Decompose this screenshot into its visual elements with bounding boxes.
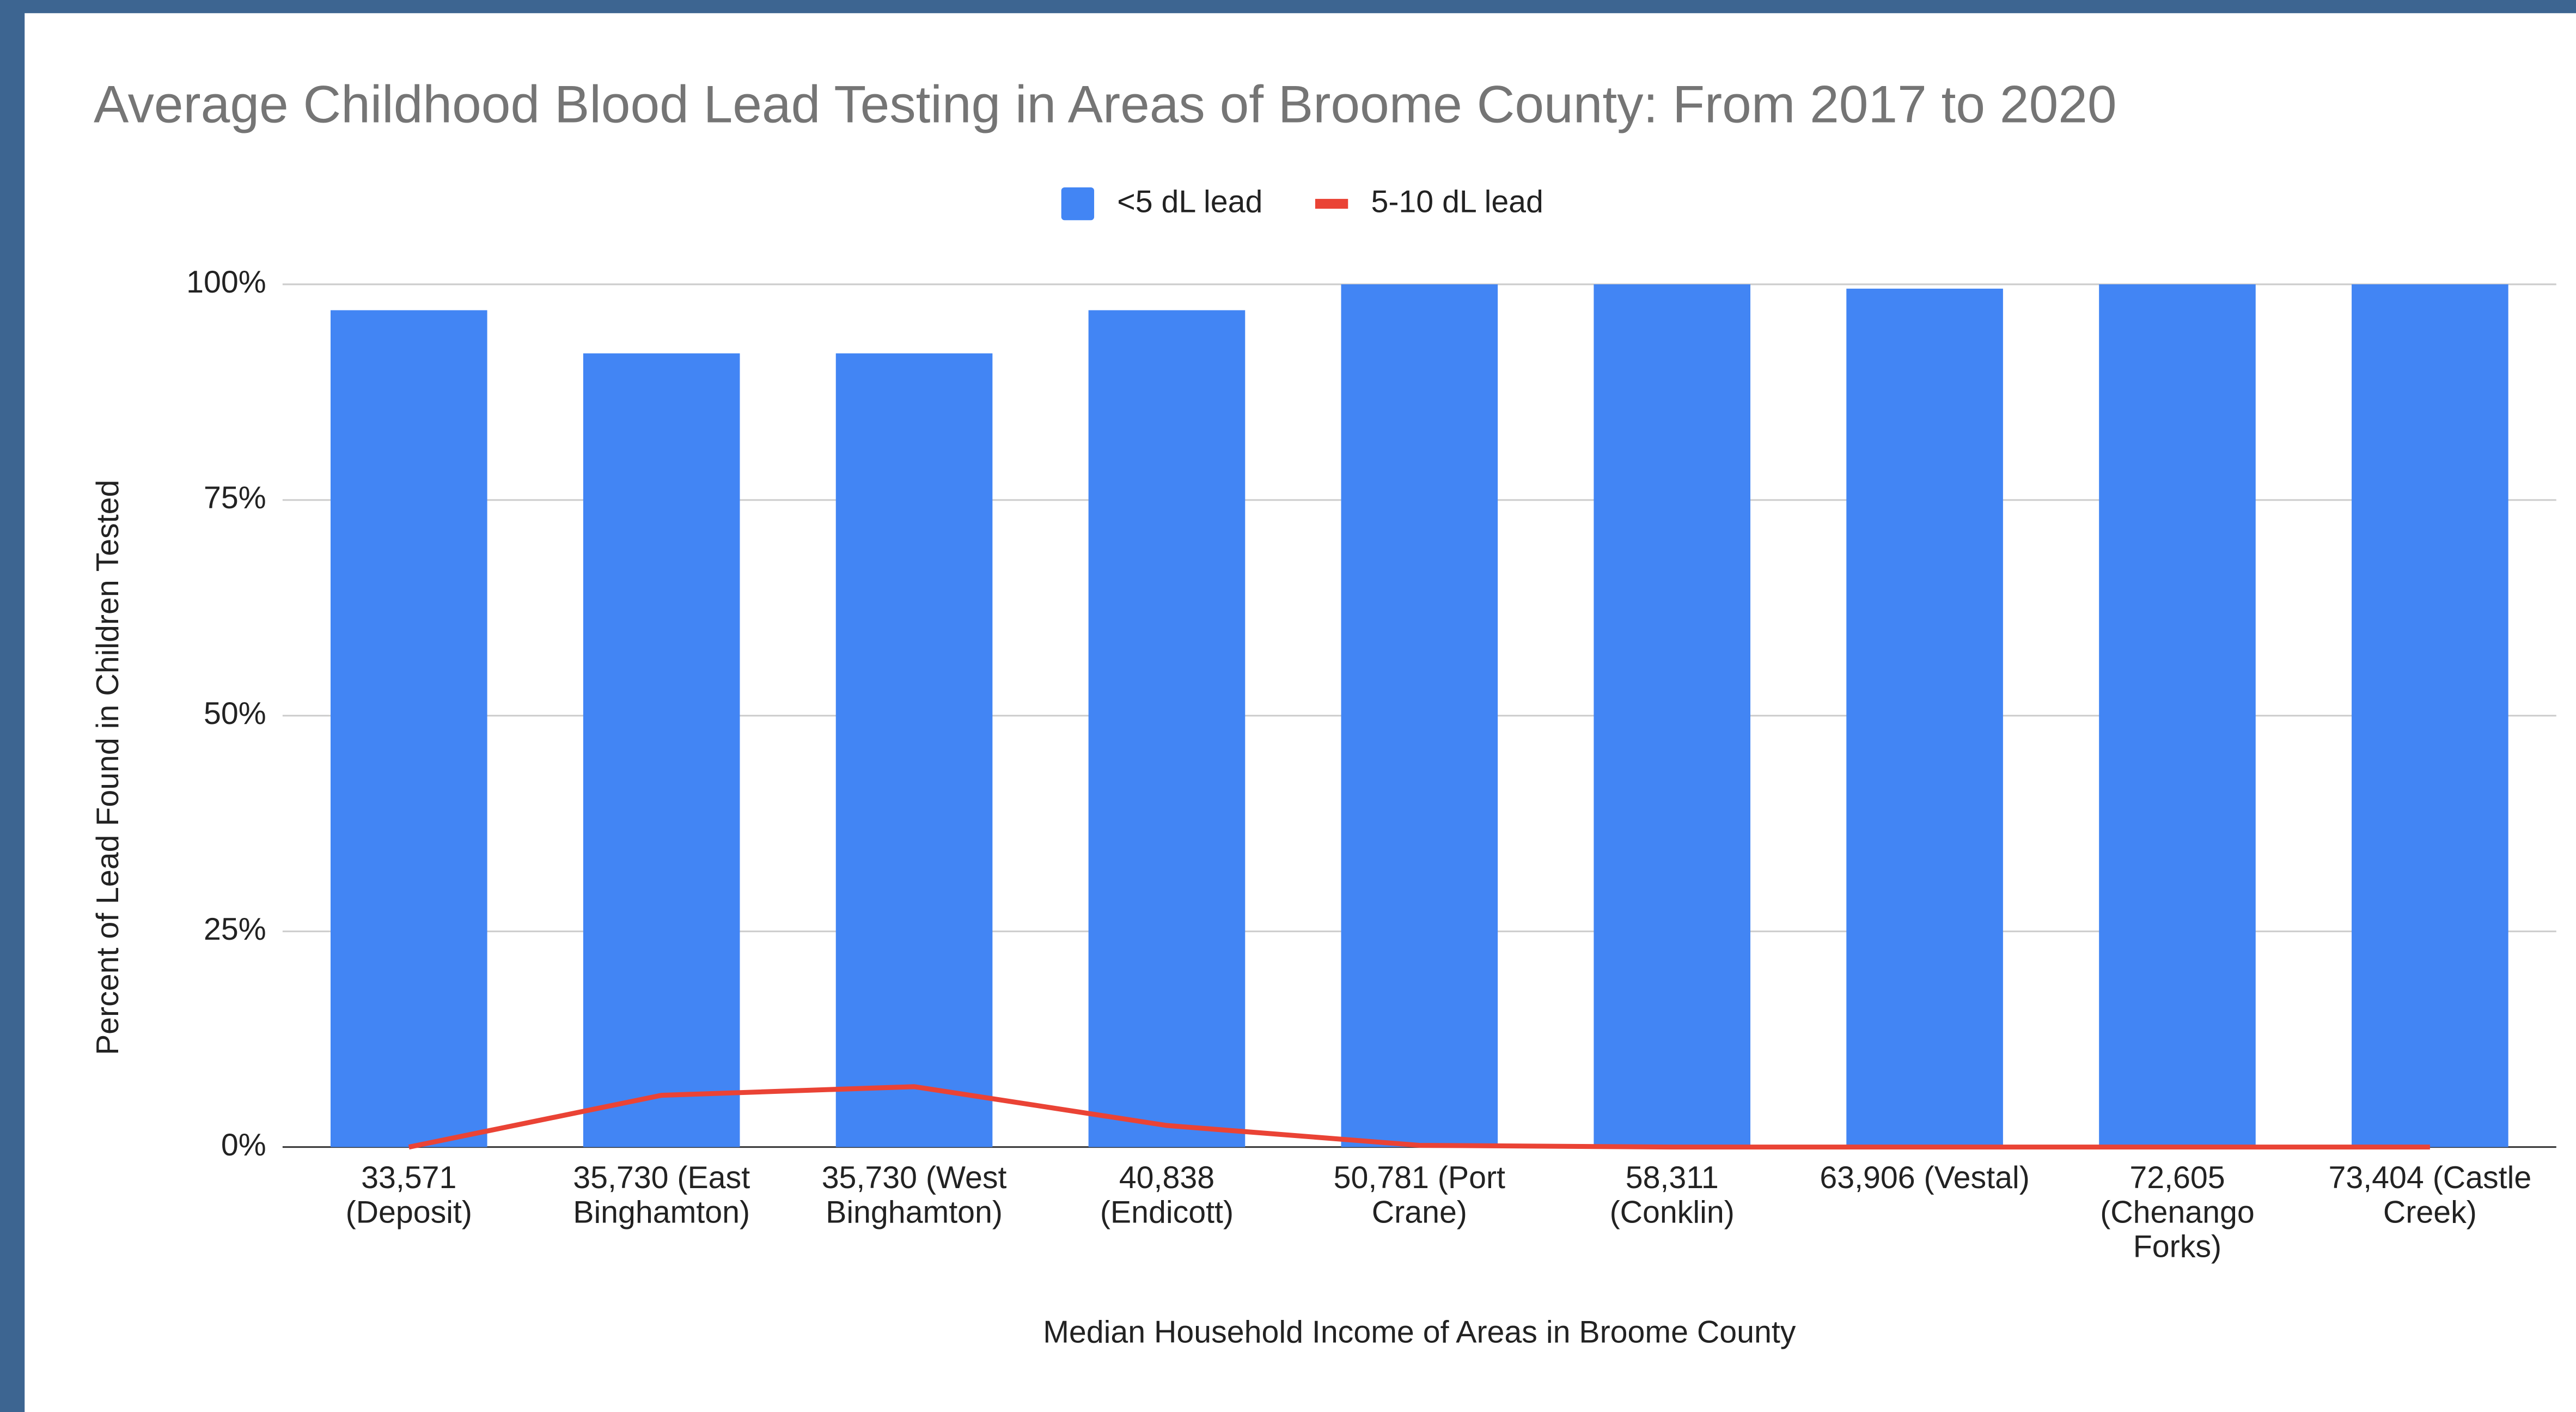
line-series	[408, 1084, 2430, 1150]
x-axis-title: Median Household Income of Areas in Broo…	[1043, 1315, 1796, 1350]
bar	[1594, 284, 1751, 1147]
y-tick-label: 25%	[204, 912, 266, 947]
bar	[2099, 284, 2256, 1147]
legend-swatch	[1061, 187, 1095, 221]
bar	[1846, 288, 2003, 1147]
x-tick-label: 58,311 (Conklin)	[1610, 1160, 1735, 1230]
bar	[1088, 310, 1246, 1147]
bar	[835, 353, 993, 1147]
bar	[1341, 284, 1498, 1147]
x-tick-label: 63,906 (Vestal)	[1820, 1160, 2029, 1195]
y-tick-label: 100%	[186, 265, 266, 300]
x-tick-label: 72,605 (Chenango Forks)	[2100, 1160, 2255, 1264]
legend-label: <5 dL lead	[1117, 184, 1262, 219]
legend-swatch	[1315, 199, 1348, 209]
y-tick-label: 50%	[204, 696, 266, 731]
chart-title: Average Childhood Blood Lead Testing in …	[94, 76, 2117, 134]
y-axis-title: Percent of Lead Found in Children Tested	[90, 480, 125, 1055]
x-tick-label: 50,781 (Port Crane)	[1334, 1160, 1505, 1230]
bar	[2352, 284, 2508, 1147]
bar	[330, 310, 487, 1147]
x-tick-label: 40,838 (Endicott)	[1100, 1160, 1234, 1230]
legend-label: 5-10 dL lead	[1371, 184, 1543, 219]
y-tick-label: 0%	[221, 1128, 266, 1163]
bar	[583, 353, 740, 1147]
x-tick-label: 35,730 (East Binghamton)	[573, 1160, 750, 1230]
x-tick-label: 35,730 (West Binghamton)	[822, 1160, 1007, 1230]
x-tick-label: 73,404 (Castle Creek)	[2329, 1160, 2532, 1230]
x-tick-label: 33,571 (Deposit)	[346, 1160, 472, 1230]
y-tick-label: 75%	[204, 480, 266, 515]
